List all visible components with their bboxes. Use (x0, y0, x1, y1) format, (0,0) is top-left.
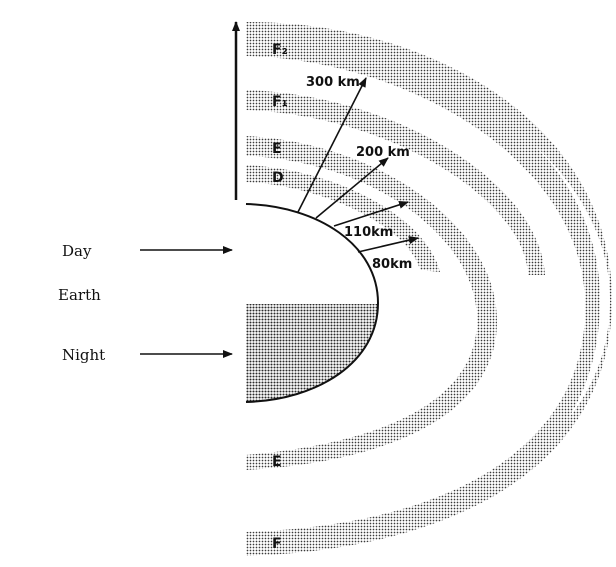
layer-label-e-day: E (272, 141, 282, 157)
earth-label: Earth (58, 286, 101, 304)
arrow-300km (297, 77, 367, 213)
height-label-80km: 80km (372, 257, 412, 272)
arrow-110km (333, 200, 409, 227)
band-d (246, 165, 440, 272)
band-e-day (246, 136, 497, 470)
band-f1 (246, 90, 545, 275)
height-label-300km: 300 km (306, 75, 360, 90)
arrow-200km (315, 157, 389, 219)
height-label-200km: 200 km (356, 145, 410, 160)
height-label-110km: 110km (344, 225, 393, 240)
night-label: Night (62, 346, 105, 364)
layer-label-e-night: E (272, 454, 282, 470)
layer-label-d: D (272, 170, 284, 186)
earth-outline (245, 203, 380, 403)
arrow-80km (357, 236, 419, 253)
earth-night-shading (246, 304, 378, 402)
layer-label-f2: F₂ (272, 42, 288, 58)
day-label: Day (62, 242, 92, 260)
layer-label-f1: F₁ (272, 94, 288, 110)
layer-label-f-night: F (272, 536, 282, 552)
